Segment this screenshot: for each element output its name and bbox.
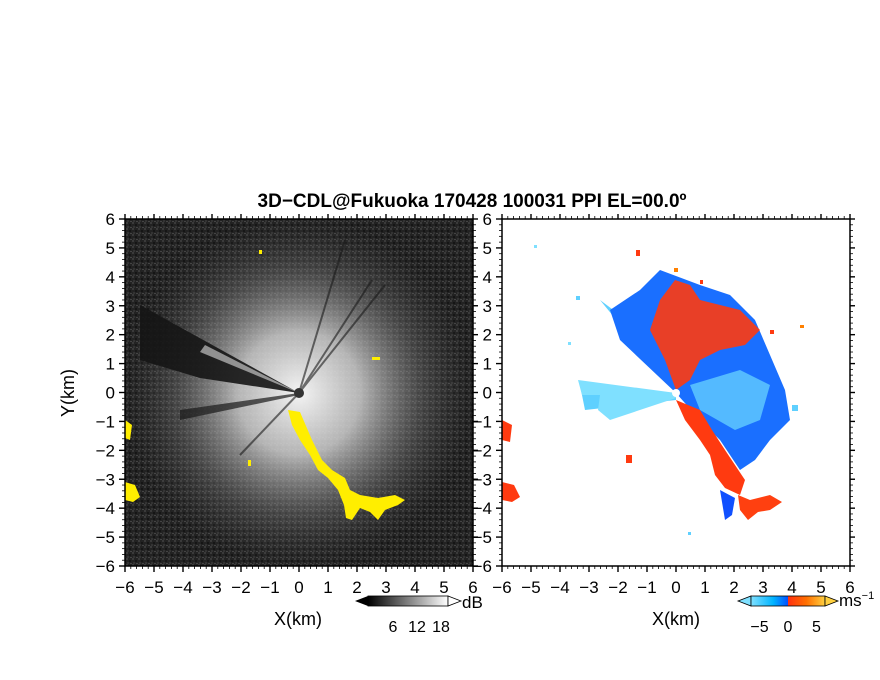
velocity-ytick-label: 1 bbox=[483, 355, 492, 374]
reflectivity-rays bbox=[239, 239, 386, 456]
reflectivity-tick-labels: −6 −5 −4 −3 −2 −1 0 1 2 3 4 5 6 −6 −5 −4 −3 −2 −1 0 1 2 3 4 5 6 bbox=[96, 210, 478, 597]
velocity-xtick-label: −4 bbox=[550, 578, 569, 597]
velocity-scatter-pixels bbox=[534, 245, 804, 535]
velocity-ytick-label: 0 bbox=[483, 384, 492, 403]
reflectivity-ytick-label: 3 bbox=[106, 297, 115, 316]
velocity-cyan-east bbox=[690, 370, 770, 430]
reflectivity-xtick-label: 4 bbox=[410, 578, 419, 597]
reflectivity-ytick-label: 0 bbox=[106, 384, 115, 403]
reflectivity-ytick-label: 2 bbox=[106, 326, 115, 345]
reflectivity-ticks bbox=[119, 214, 478, 572]
velocity-xtick-label: 1 bbox=[700, 578, 709, 597]
velocity-ytick-label: −3 bbox=[473, 470, 492, 489]
velocity-xtick-label: 6 bbox=[845, 578, 854, 597]
reflectivity-ytick-label: −6 bbox=[96, 557, 115, 576]
reflectivity-ytick-label: −1 bbox=[96, 412, 115, 431]
velocity-blue-tail bbox=[720, 490, 735, 520]
velocity-radar-site bbox=[672, 389, 680, 397]
velocity-xtick-label: −5 bbox=[521, 578, 540, 597]
reflectivity-xtick-label: −6 bbox=[115, 578, 134, 597]
velocity-ytick-label: −4 bbox=[473, 499, 492, 518]
reflectivity-shadow-sector bbox=[140, 305, 299, 393]
velocity-xtick-label: 2 bbox=[729, 578, 738, 597]
reflectivity-colorbar: dB 6 12 18 bbox=[355, 593, 483, 636]
velocity-ytick-label: −5 bbox=[473, 528, 492, 547]
velocity-xtick-label: 5 bbox=[816, 578, 825, 597]
velocity-ticks bbox=[496, 214, 855, 572]
reflectivity-colorbar-tick-6: 6 bbox=[389, 619, 398, 636]
velocity-xtick-label: 0 bbox=[671, 578, 680, 597]
reflectivity-xtick-label: −1 bbox=[260, 578, 279, 597]
reflectivity-ytick-label: −5 bbox=[96, 528, 115, 547]
velocity-colorbar-tick-label: 0 bbox=[784, 619, 793, 636]
velocity-ytick-label: 6 bbox=[483, 210, 492, 229]
velocity-colorbar-ramp bbox=[750, 595, 826, 607]
reflectivity-xtick-label: 1 bbox=[323, 578, 332, 597]
reflectivity-ytick-label: −2 bbox=[96, 441, 115, 460]
velocity-red-south bbox=[676, 400, 745, 495]
reflectivity-colorbar-arrow-left bbox=[355, 596, 368, 606]
velocity-ytick-label: 4 bbox=[483, 268, 492, 287]
reflectivity-xtick-label: 5 bbox=[439, 578, 448, 597]
velocity-xtick-label: 4 bbox=[787, 578, 796, 597]
velocity-xtick-label: −6 bbox=[492, 578, 511, 597]
reflectivity-xtick-label: 3 bbox=[381, 578, 390, 597]
velocity-panel: −6 −5 −4 −3 −2 −1 0 1 2 3 4 5 6 −6 −5 −4 −3 −2 −1 0 1 2 3 4 5 6 X… bbox=[473, 210, 875, 636]
reflectivity-colorbar-arrow-right bbox=[447, 595, 463, 607]
velocity-ytick-label: −1 bbox=[473, 412, 492, 431]
velocity-xtick-label: 3 bbox=[758, 578, 767, 597]
velocity-clutter-west-2 bbox=[502, 482, 520, 502]
reflectivity-colorbar-ramp bbox=[367, 595, 449, 607]
velocity-xtick-label: −2 bbox=[608, 578, 627, 597]
velocity-ytick-label: −2 bbox=[473, 441, 492, 460]
reflectivity-shadow-sector-2 bbox=[200, 345, 299, 393]
velocity-xtick-label: −1 bbox=[637, 578, 656, 597]
velocity-xtick-label: −3 bbox=[579, 578, 598, 597]
reflectivity-xtick-label: −3 bbox=[202, 578, 221, 597]
reflectivity-yellow-echoes bbox=[125, 250, 405, 520]
velocity-colorbar-tick-label: −5 bbox=[750, 619, 768, 636]
velocity-red-north bbox=[650, 280, 760, 390]
reflectivity-ytick-label: 1 bbox=[106, 355, 115, 374]
velocity-ytick-label: −6 bbox=[473, 557, 492, 576]
reflectivity-shadow-sector-3 bbox=[180, 393, 299, 420]
reflectivity-ytick-label: 4 bbox=[106, 268, 115, 287]
velocity-colorbar-arrow-left bbox=[736, 595, 752, 607]
chart-title: 3D−CDL@Fukuoka 170428 100031 PPI EL=00.0… bbox=[258, 191, 687, 212]
reflectivity-colorbar-tick-18: 18 bbox=[432, 619, 450, 636]
velocity-ytick-label: 3 bbox=[483, 297, 492, 316]
reflectivity-xtick-label: 6 bbox=[468, 578, 477, 597]
reflectivity-xtick-label: −2 bbox=[231, 578, 250, 597]
reflectivity-ytick-label: 5 bbox=[106, 239, 115, 258]
velocity-red-tail bbox=[738, 495, 782, 520]
reflectivity-ytick-label: −4 bbox=[96, 499, 115, 518]
reflectivity-colorbar-tick-12: 12 bbox=[408, 619, 426, 636]
reflectivity-xtick-label: −4 bbox=[173, 578, 192, 597]
reflectivity-y-label: Y(km) bbox=[58, 369, 78, 417]
reflectivity-xtick-label: −5 bbox=[144, 578, 163, 597]
velocity-colorbar: ms−1 −5 0 5 bbox=[736, 590, 874, 636]
velocity-x-label: X(km) bbox=[652, 609, 700, 629]
velocity-colorbar-arrow-right bbox=[824, 595, 840, 607]
reflectivity-colorbar-unit: dB bbox=[462, 593, 483, 612]
velocity-ytick-label: 5 bbox=[483, 239, 492, 258]
reflectivity-xtick-label: 0 bbox=[294, 578, 303, 597]
reflectivity-ytick-label: −3 bbox=[96, 470, 115, 489]
reflectivity-xtick-label: 2 bbox=[352, 578, 361, 597]
velocity-ytick-label: 2 bbox=[483, 326, 492, 345]
velocity-colorbar-unit: ms−1 bbox=[839, 590, 874, 610]
velocity-colorbar-ticks: −5 0 5 bbox=[750, 619, 821, 636]
radar-site-marker bbox=[294, 388, 304, 398]
reflectivity-x-label: X(km) bbox=[274, 609, 322, 629]
velocity-colorbar-tick-label: 5 bbox=[812, 619, 821, 636]
velocity-cyan-west bbox=[578, 380, 676, 420]
velocity-tick-labels: −6 −5 −4 −3 −2 −1 0 1 2 3 4 5 6 −6 −5 −4 −3 −2 −1 0 1 2 3 4 5 6 bbox=[473, 210, 855, 597]
reflectivity-ytick-label: 6 bbox=[106, 210, 115, 229]
velocity-clutter-west-1 bbox=[502, 420, 512, 442]
